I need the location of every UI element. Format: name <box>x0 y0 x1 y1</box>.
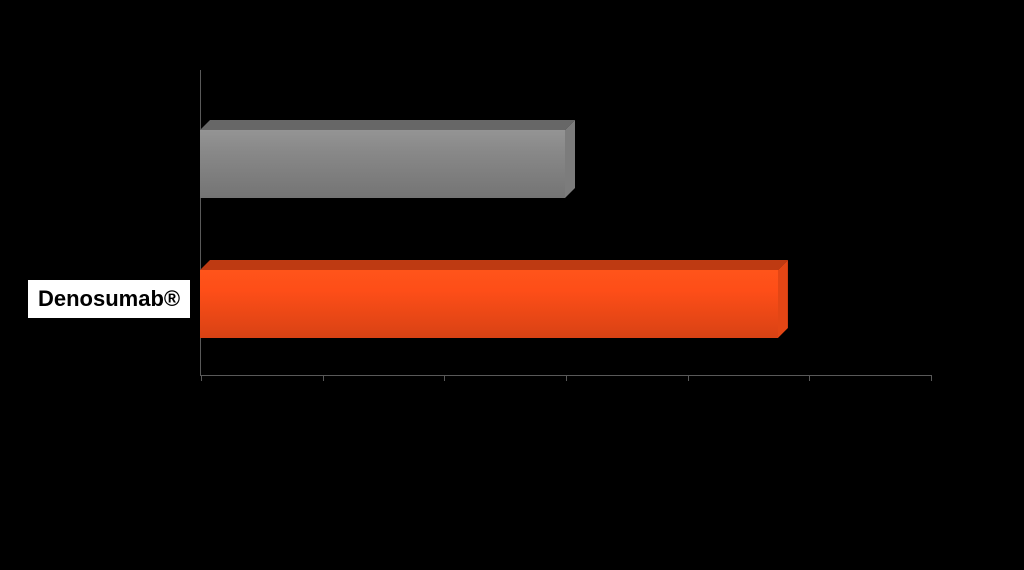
bar-denosumab-cap <box>778 260 788 338</box>
bar-other-cap <box>565 120 575 198</box>
bar-denosumab <box>200 260 788 338</box>
x-tick <box>566 375 567 381</box>
x-tick <box>323 375 324 381</box>
x-tick <box>444 375 445 381</box>
x-tick <box>931 375 932 381</box>
bar-denosumab-top <box>200 260 788 270</box>
bar-other-top <box>200 120 575 130</box>
x-tick <box>201 375 202 381</box>
bar-other-face <box>200 130 565 198</box>
x-tick <box>809 375 810 381</box>
category-label-denosumab: Denosumab® <box>28 280 190 318</box>
bar-denosumab-face <box>200 270 778 338</box>
x-tick <box>688 375 689 381</box>
bar-other <box>200 120 575 198</box>
